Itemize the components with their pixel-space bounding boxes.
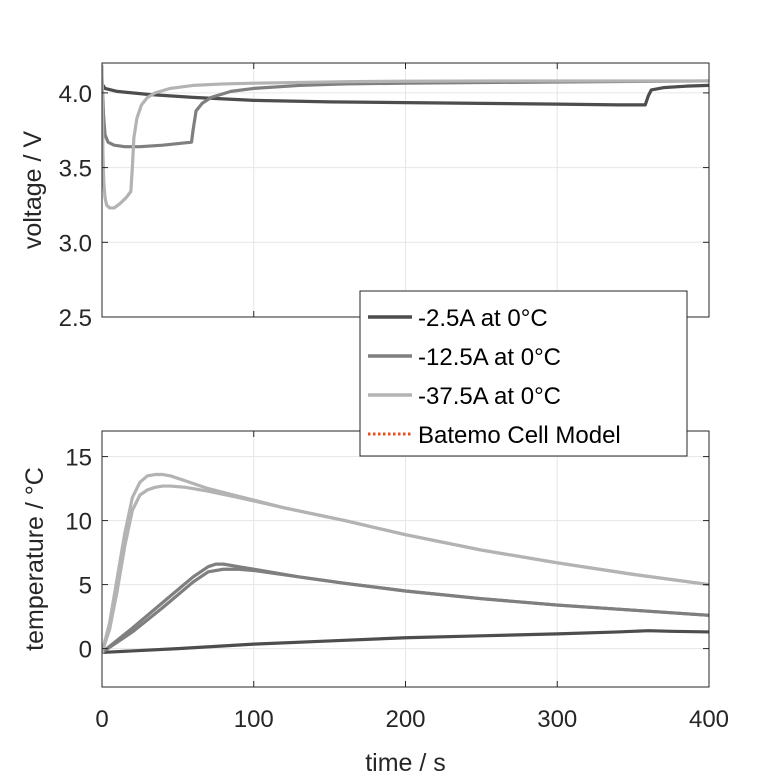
legend-label-4: Batemo Cell Model [418, 422, 621, 449]
series-line-2 [102, 76, 709, 149]
series-line-3 [102, 567, 709, 655]
x-tick-label: 0 [95, 706, 108, 733]
legend-label-1: -2.5A at 0°C [418, 305, 548, 332]
series-group [102, 472, 709, 655]
series-line-1 [102, 82, 709, 107]
x-tick-label: 400 [689, 706, 729, 733]
y-axis-label: temperature / °C [21, 467, 49, 651]
y-tick-label: 2.5 [59, 305, 92, 332]
legend-label-3: -37.5A at 0°C [418, 383, 561, 410]
x-tick-label: 200 [385, 706, 425, 733]
y-tick-label: 5 [79, 573, 92, 600]
y-tick-label: 0 [79, 637, 92, 664]
legend-box [359, 290, 688, 457]
legend: -2.5A at 0°C -12.5A at 0°C -37.5A at 0°C Ba… [359, 290, 688, 457]
legend-label-2: -12.5A at 0°C [418, 344, 561, 371]
series-line-5 [102, 484, 709, 655]
x-tick-label: 300 [537, 706, 577, 733]
series-group [102, 64, 709, 210]
y-tick-label: 10 [65, 509, 92, 536]
x-axis-label: time / s [365, 749, 446, 777]
x-tick-label: 100 [234, 706, 274, 733]
series-line-1 [102, 629, 709, 655]
y-axis-label: voltage / V [19, 131, 47, 249]
y-tick-label: 15 [65, 445, 92, 472]
y-tick-label: 4.0 [59, 81, 92, 108]
y-tick-label: 3.5 [59, 156, 92, 183]
series-line-3 [102, 64, 709, 210]
temperature-panel: 0 100 200 300 400 0 5 10 15 temperature / °C time … [21, 430, 729, 777]
y-tick-label: 3.0 [59, 230, 92, 257]
